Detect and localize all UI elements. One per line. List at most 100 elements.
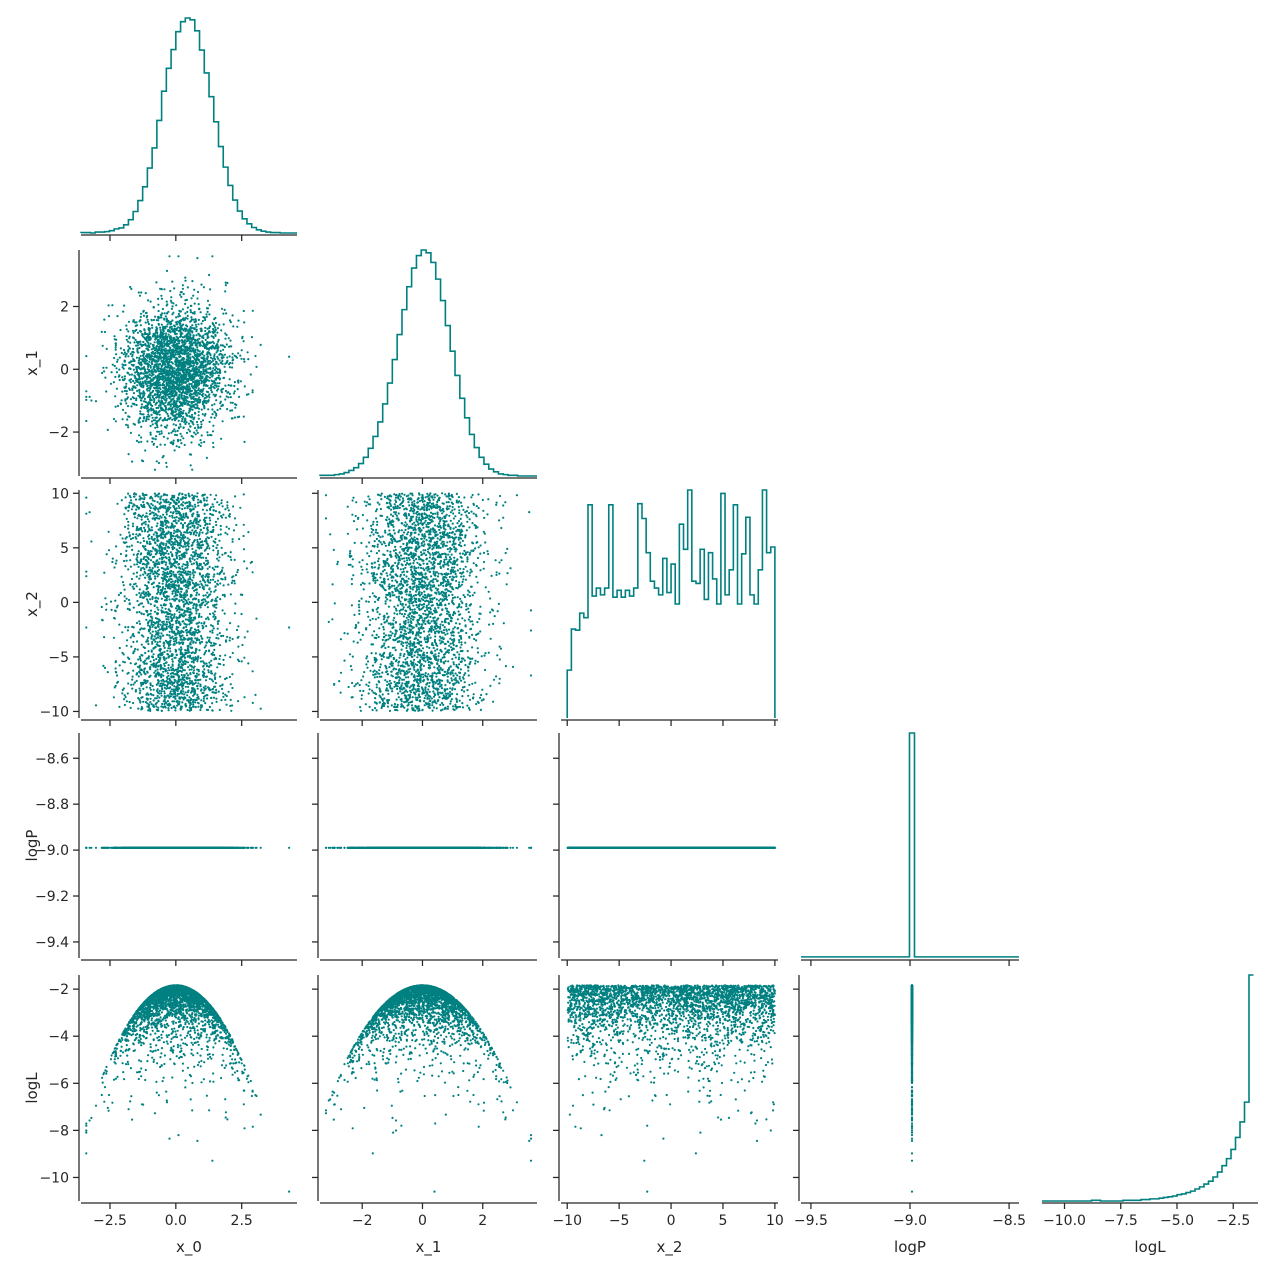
scatter-point	[159, 444, 161, 446]
scatter-point	[173, 440, 175, 442]
scatter-point	[138, 434, 140, 436]
scatter-point	[200, 382, 202, 384]
scatter-point	[113, 357, 115, 359]
scatter-point	[207, 408, 209, 410]
scatter-point	[232, 359, 234, 361]
scatter-point	[243, 340, 245, 342]
scatter-point	[171, 305, 173, 307]
scatter-point	[103, 319, 105, 321]
scatter-point	[122, 311, 124, 313]
scatter-point	[160, 424, 162, 426]
scatter-point	[142, 354, 144, 356]
scatter-point	[85, 396, 87, 398]
scatter-point	[252, 310, 254, 312]
scatter-point	[230, 321, 232, 323]
scatter-point	[210, 385, 212, 387]
scatter-point	[252, 389, 254, 391]
scatter-point	[243, 321, 245, 323]
scatter-point	[138, 360, 140, 362]
scatter-point	[135, 339, 137, 341]
scatter-point	[202, 413, 204, 415]
scatter-point	[189, 453, 191, 455]
scatter-point	[210, 434, 212, 436]
scatter-point	[176, 384, 178, 386]
scatter-point	[143, 384, 145, 386]
scatter-point	[230, 396, 232, 398]
scatter-point	[194, 412, 196, 414]
scatter-point	[144, 449, 146, 451]
scatter-point	[239, 355, 241, 357]
scatter-point	[114, 395, 116, 397]
scatter-point	[214, 334, 216, 336]
scatter-point	[194, 303, 196, 305]
scatter-point	[198, 308, 200, 310]
scatter-point	[126, 418, 128, 420]
scatter-point	[183, 410, 185, 412]
scatter-point	[140, 426, 142, 428]
scatter-point	[187, 367, 189, 369]
scatter-point	[115, 367, 117, 369]
scatter-point	[165, 332, 167, 334]
scatter-point	[146, 418, 148, 420]
scatter-point	[143, 315, 145, 317]
scatter-point	[238, 396, 240, 398]
scatter-point	[172, 362, 174, 364]
scatter-point	[180, 296, 182, 298]
scatter-point	[231, 356, 233, 358]
scatter-point	[202, 350, 204, 352]
scatter-point	[185, 412, 187, 414]
scatter-point	[182, 437, 184, 439]
scatter-point	[223, 323, 225, 325]
scatter-point	[159, 433, 161, 435]
scatter-point	[260, 344, 262, 346]
scatter-point	[210, 389, 212, 391]
scatter-point	[192, 312, 194, 314]
scatter-point	[212, 360, 214, 362]
scatter-point	[175, 304, 177, 306]
scatter-point	[196, 405, 198, 407]
scatter-point	[159, 327, 161, 329]
scatter-point	[187, 286, 189, 288]
scatter-point	[161, 432, 163, 434]
scatter-point	[173, 423, 175, 425]
scatter-point	[128, 453, 130, 455]
scatter-point	[178, 394, 180, 396]
scatter-point	[172, 379, 174, 381]
scatter-point	[136, 404, 138, 406]
scatter-point	[168, 334, 170, 336]
scatter-point	[252, 391, 254, 393]
scatter-point	[171, 308, 173, 310]
scatter-point	[155, 390, 157, 392]
scatter-point	[115, 406, 117, 408]
scatter-point	[132, 348, 134, 350]
scatter-point	[195, 334, 197, 336]
scatter-point	[169, 290, 171, 292]
panel-x_0-x_0	[81, 18, 297, 241]
scatter-point	[188, 423, 190, 425]
scatter-point	[171, 403, 173, 405]
scatter-point	[132, 336, 134, 338]
scatter-point	[206, 431, 208, 433]
scatter-point	[254, 355, 256, 357]
scatter-point	[116, 315, 118, 317]
scatter-point	[166, 270, 168, 272]
scatter-point	[231, 362, 233, 364]
scatter-point	[89, 396, 91, 398]
scatter-point	[209, 374, 211, 376]
scatter-point	[113, 418, 115, 420]
scatter-point	[224, 385, 226, 387]
scatter-point	[166, 424, 168, 426]
scatter-point	[126, 393, 128, 395]
scatter-point	[147, 299, 149, 301]
scatter-point	[196, 421, 198, 423]
scatter-point	[192, 409, 194, 411]
scatter-point	[217, 363, 219, 365]
scatter-point	[172, 443, 174, 445]
scatter-point	[184, 277, 186, 279]
scatter-point	[202, 320, 204, 322]
scatter-point	[206, 307, 208, 309]
scatter-point	[169, 417, 171, 419]
scatter-point	[151, 441, 153, 443]
scatter-point	[148, 361, 150, 363]
scatter-point	[213, 403, 215, 405]
